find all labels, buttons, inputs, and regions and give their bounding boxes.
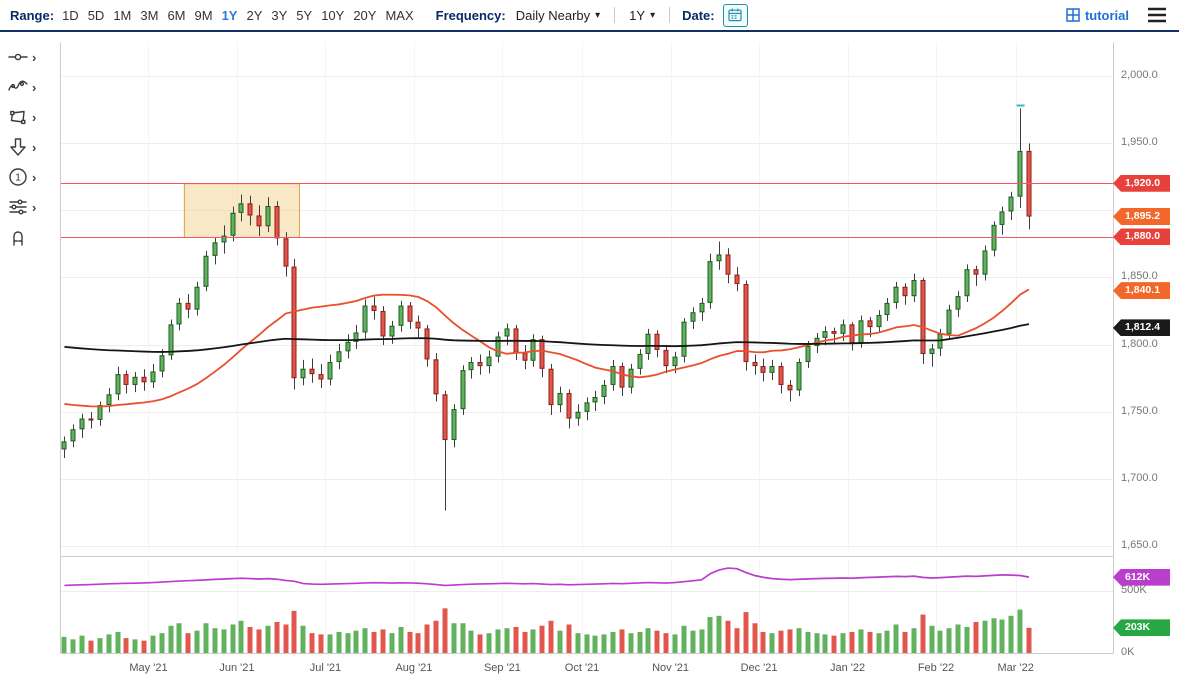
price-badge-indicator: 1,840.1	[1113, 282, 1170, 300]
divider	[669, 7, 671, 23]
chart-panel: › › › › 1 › › 2,000.0 1,950.0 1,850.0 1,800.0 1,75…	[0, 32, 1179, 690]
volume-badge-volume: 203K	[1113, 619, 1170, 637]
x-axis-label: Oct '21	[564, 662, 600, 674]
price-badge-alert[interactable]: 1,920.0	[1113, 174, 1170, 192]
range-option-5d[interactable]: 5D	[87, 7, 105, 23]
range-option-5y[interactable]: 5Y	[296, 7, 313, 23]
range-option-3m[interactable]: 3M	[140, 7, 159, 23]
price-axis-label: 1,800.0	[1121, 337, 1158, 350]
price-chart-canvas[interactable]	[0, 32, 1179, 690]
range-option-20y[interactable]: 20Y	[353, 7, 377, 23]
price-badge-indicator: 1,812.4	[1113, 319, 1170, 337]
x-axis-label: Mar '22	[997, 662, 1034, 674]
indicator-settings-tool[interactable]: ›	[8, 196, 36, 218]
annotation-number-tool-icon: 1	[8, 167, 28, 187]
range-option-max[interactable]: MAX	[385, 7, 414, 23]
tutorial-link[interactable]: tutorial	[1066, 8, 1129, 23]
range-option-1y[interactable]: 1Y	[221, 7, 238, 23]
menu-button[interactable]	[1145, 4, 1169, 26]
date-picker-button[interactable]	[722, 3, 748, 27]
range-option-6m[interactable]: 6M	[167, 7, 186, 23]
wave-tool[interactable]: ›	[8, 76, 36, 98]
arrow-tool[interactable]: ›	[8, 136, 36, 158]
price-axis-label: 1,950.0	[1121, 135, 1158, 148]
chevron-down-icon: ▾	[650, 9, 656, 21]
price-axis-label: 1,700.0	[1121, 472, 1158, 485]
chevron-right-icon: ›	[32, 109, 37, 125]
grid-icon	[1066, 8, 1080, 22]
wave-tool-icon	[8, 77, 28, 97]
magnet-tool[interactable]	[8, 226, 36, 248]
drawing-toolbar: › › › › 1 › ›	[8, 46, 36, 248]
chart-toolbar: Range: 1D 5D 1M 3M 6M 9M 1Y 2Y 3Y 5Y 10Y 20Y MAX Fre…	[0, 0, 1179, 32]
frequency-value: Daily Nearby	[515, 7, 591, 23]
range-option-3y[interactable]: 3Y	[271, 7, 288, 23]
x-axis-label: Sep '21	[483, 662, 521, 674]
range-option-9m[interactable]: 9M	[194, 7, 213, 23]
indicator-settings-tool-icon	[8, 197, 28, 217]
calendar-icon	[727, 7, 743, 23]
x-axis-label: Aug '21	[395, 662, 433, 674]
range-option-2y[interactable]: 2Y	[246, 7, 263, 23]
trendline-tool-icon	[8, 47, 28, 67]
magnet-tool-icon	[8, 227, 28, 247]
x-axis-label: Jan '22	[829, 662, 866, 674]
volume-axis-label: 0K	[1121, 646, 1135, 658]
x-axis-label: Jun '21	[219, 662, 255, 674]
period-value: 1Y	[629, 7, 646, 23]
range-label: Range:	[10, 7, 55, 23]
range-selector: 1D 5D 1M 3M 6M 9M 1Y 2Y 3Y 5Y 10Y 20Y MAX	[62, 8, 414, 23]
hamburger-menu-icon	[1147, 6, 1167, 24]
chevron-right-icon: ›	[32, 199, 37, 215]
range-option-1d[interactable]: 1D	[62, 7, 79, 23]
volume-badge-open-interest: 612K	[1113, 568, 1170, 586]
x-axis-label: Nov '21	[652, 662, 690, 674]
x-axis-label: May '21	[129, 662, 168, 674]
chevron-right-icon: ›	[32, 49, 37, 65]
price-badge-last: 1,895.2	[1113, 208, 1170, 226]
annotation-number-tool[interactable]: 1 ›	[8, 166, 36, 188]
chevron-right-icon: ›	[32, 79, 37, 95]
divider	[614, 7, 616, 23]
period-dropdown[interactable]: 1Y ▾	[627, 8, 657, 23]
x-axis-label: Feb '22	[917, 662, 955, 674]
date-label: Date:	[682, 7, 715, 23]
range-option-10y[interactable]: 10Y	[321, 7, 345, 23]
chevron-down-icon: ▾	[595, 9, 601, 21]
shape-tool-icon	[8, 107, 28, 127]
chevron-right-icon: ›	[32, 139, 37, 155]
svg-text:1: 1	[15, 173, 21, 184]
x-axis-label: Dec '21	[740, 662, 778, 674]
frequency-label: Frequency:	[435, 7, 506, 23]
price-axis-label: 1,750.0	[1121, 404, 1158, 417]
price-axis-label: 1,650.0	[1121, 539, 1158, 552]
shape-tool[interactable]: ›	[8, 106, 36, 128]
chevron-right-icon: ›	[32, 169, 37, 185]
arrow-tool-icon	[8, 137, 28, 157]
tutorial-label: tutorial	[1084, 7, 1129, 23]
price-axis-label: 1,850.0	[1121, 270, 1158, 283]
trendline-tool[interactable]: ›	[8, 46, 36, 68]
price-axis-label: 2,000.0	[1121, 68, 1158, 81]
x-axis-label: Jul '21	[309, 662, 342, 674]
volume-axis-label: 500K	[1121, 584, 1147, 596]
frequency-dropdown[interactable]: Daily Nearby ▾	[514, 8, 602, 23]
range-option-1m[interactable]: 1M	[113, 7, 132, 23]
price-badge-alert[interactable]: 1,880.0	[1113, 228, 1170, 246]
